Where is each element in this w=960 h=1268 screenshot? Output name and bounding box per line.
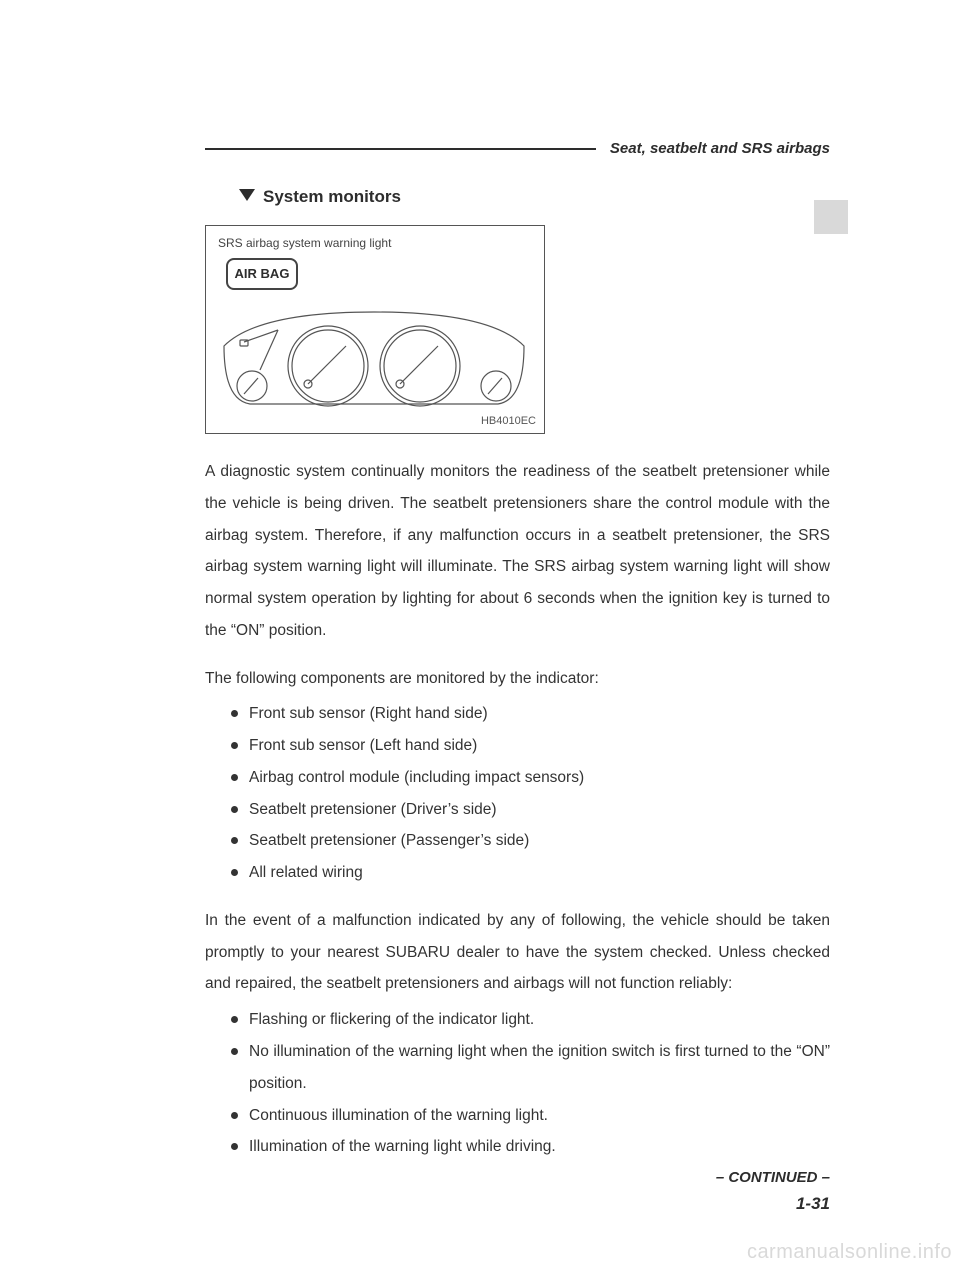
list-item: Seatbelt pretensioner (Passenger’s side) — [231, 825, 830, 857]
list-item: Flashing or flickering of the indicator … — [231, 1004, 830, 1036]
dash-cluster-icon — [218, 306, 530, 416]
airbag-callout: AIR BAG — [226, 258, 298, 290]
manual-page: Seat, seatbelt and SRS airbags System mo… — [0, 0, 960, 1268]
watermark: carmanualsonline.info — [747, 1241, 952, 1264]
figure-dash-cluster: SRS airbag system warning light AIR BAG — [205, 225, 545, 434]
list-item: Seatbelt pretensioner (Driver’s side) — [231, 794, 830, 826]
page-number: 1-31 — [205, 1194, 830, 1214]
list-item: Airbag control module (including impact … — [231, 762, 830, 794]
figure-body: SRS airbag system warning light AIR BAG — [206, 226, 544, 433]
list-item: Front sub sensor (Left hand side) — [231, 730, 830, 762]
list-item: Front sub sensor (Right hand side) — [231, 698, 830, 730]
heading-text: System monitors — [263, 187, 401, 206]
section-tab — [814, 200, 848, 234]
header-rule — [205, 148, 596, 150]
list-item: Continuous illumination of the warning l… — [231, 1100, 830, 1132]
malfunction-list: Flashing or flickering of the indicator … — [231, 1004, 830, 1163]
section-heading: System monitors — [239, 187, 830, 207]
monitored-components-list: Front sub sensor (Right hand side) Front… — [231, 698, 830, 889]
list-item: All related wiring — [231, 857, 830, 889]
paragraph-1: A diagnostic system continually monitors… — [205, 456, 830, 647]
triangle-down-icon — [239, 189, 255, 201]
paragraph-2: The following components are monitored b… — [205, 663, 830, 695]
list-item: Illumination of the warning light while … — [231, 1131, 830, 1163]
list-item: No illumination of the warning light whe… — [231, 1036, 830, 1100]
figure-code: HB4010EC — [481, 415, 536, 427]
paragraph-3: In the event of a malfunction indicated … — [205, 905, 830, 1000]
chapter-title: Seat, seatbelt and SRS airbags — [610, 140, 830, 157]
header-rule-row: Seat, seatbelt and SRS airbags — [205, 140, 830, 157]
figure-caption: SRS airbag system warning light — [218, 236, 391, 250]
continued-label: – CONTINUED – — [205, 1169, 830, 1186]
